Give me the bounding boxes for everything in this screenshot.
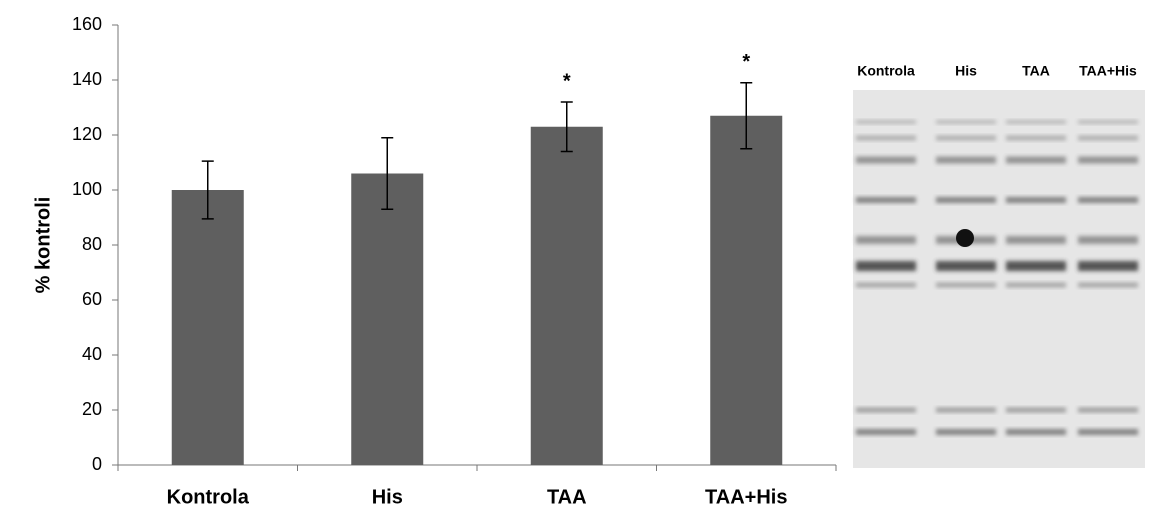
- x-tick-label: TAA: [547, 486, 587, 508]
- blot-band: [1006, 429, 1066, 435]
- blot-band: [936, 156, 996, 164]
- x-tick-label: His: [372, 486, 403, 508]
- blot-band: [856, 429, 916, 435]
- blot-band: [1006, 261, 1066, 271]
- blot-band: [936, 197, 996, 203]
- y-tick-label: 140: [72, 69, 102, 89]
- blot-band: [1078, 261, 1138, 271]
- blot-band: [1006, 282, 1066, 288]
- blot-band: [936, 407, 996, 413]
- y-tick-label: 60: [82, 289, 102, 309]
- blot-lane-label: TAA+His: [1079, 63, 1137, 79]
- blot-band: [1078, 282, 1138, 288]
- blot-membrane: [853, 90, 1145, 468]
- significance-mark: *: [563, 70, 571, 92]
- error-bar: [560, 101, 573, 153]
- y-tick-label: 100: [72, 179, 102, 199]
- blot-band: [1006, 135, 1066, 141]
- blot-band: [1078, 197, 1138, 203]
- blot-band: [1006, 236, 1066, 244]
- blot-band: [856, 120, 916, 124]
- blot-band: [1078, 407, 1138, 413]
- blot-band: [856, 236, 916, 244]
- blot-band: [856, 261, 916, 271]
- blot-lane-label: Kontrola: [857, 63, 915, 79]
- y-tick-label: 40: [82, 344, 102, 364]
- blot-band: [1078, 429, 1138, 435]
- x-tick-label: TAA+His: [705, 486, 787, 508]
- blot-lane-label: TAA: [1022, 63, 1050, 79]
- y-tick-label: 120: [72, 124, 102, 144]
- blot-band: [936, 261, 996, 271]
- blot-band: [856, 407, 916, 413]
- blot-band: [936, 135, 996, 141]
- y-tick-label: 20: [82, 399, 102, 419]
- blot-band: [936, 282, 996, 288]
- blot-band: [936, 120, 996, 124]
- blot-band: [1078, 156, 1138, 164]
- y-axis-label: % kontroli: [32, 197, 54, 294]
- blot-band: [1006, 407, 1066, 413]
- blot-band: [856, 197, 916, 203]
- error-bar: [201, 160, 214, 220]
- bar: [351, 173, 424, 465]
- blot-bands: [856, 120, 1138, 435]
- blot-band: [1078, 120, 1138, 124]
- blot-band: [1006, 120, 1066, 124]
- significance-mark: *: [742, 51, 750, 73]
- error-bar: [740, 82, 753, 150]
- blot-band: [856, 282, 916, 288]
- blot-band: [1078, 236, 1138, 244]
- blot-band: [856, 156, 916, 164]
- blot-band: [1006, 197, 1066, 203]
- blot-band: [1078, 135, 1138, 141]
- x-tick-label: Kontrola: [167, 486, 250, 508]
- y-tick-label: 0: [92, 454, 102, 474]
- blot-band: [1006, 156, 1066, 164]
- bar: [710, 115, 783, 465]
- blot-lane-label: His: [955, 63, 977, 79]
- bar: [171, 190, 244, 465]
- blot-band: [856, 135, 916, 141]
- blot-spot: [956, 229, 974, 247]
- blot-band: [936, 429, 996, 435]
- error-bar: [381, 137, 394, 210]
- y-tick-label: 160: [72, 14, 102, 34]
- bar: [530, 126, 603, 465]
- y-tick-label: 80: [82, 234, 102, 254]
